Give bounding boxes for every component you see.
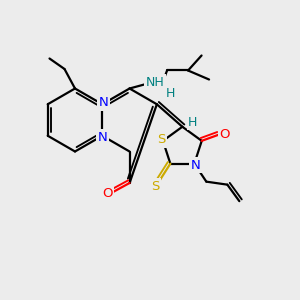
Text: H: H — [166, 87, 175, 100]
Text: S: S — [157, 133, 166, 146]
Text: N: N — [191, 159, 201, 172]
Text: N: N — [98, 131, 107, 144]
Text: NH: NH — [146, 76, 164, 89]
Text: S: S — [151, 180, 160, 193]
Text: N: N — [99, 96, 109, 109]
Text: O: O — [102, 187, 112, 200]
Text: O: O — [220, 128, 230, 141]
Text: H: H — [188, 116, 197, 129]
